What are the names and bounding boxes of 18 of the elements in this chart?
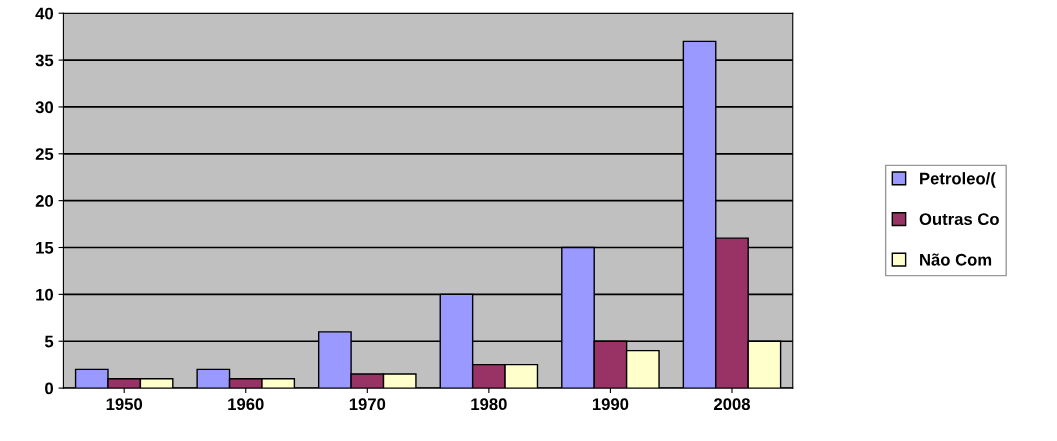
x-tick-label: 1980 <box>471 398 507 411</box>
y-tick-label: 30 <box>35 101 54 114</box>
legend-label: Petroleo/( <box>920 172 996 188</box>
y-tick-label: 0 <box>45 382 54 395</box>
x-tick-label: 1950 <box>106 398 143 411</box>
legend-label: Outras Co <box>919 213 999 226</box>
y-tick-label: 10 <box>36 288 54 301</box>
y-tick-label: 40 <box>35 7 54 20</box>
y-tick-label: 15 <box>36 242 54 254</box>
x-tick-label: 1970 <box>349 398 386 411</box>
y-tick-label: 5 <box>44 335 54 348</box>
y-tick-label: 20 <box>35 195 54 207</box>
x-tick-label: 1960 <box>228 398 264 411</box>
legend-label: Não Com <box>920 253 992 266</box>
x-tick-label: 2008 <box>714 398 750 411</box>
y-tick-label: 25 <box>35 148 54 160</box>
y-tick-label: 35 <box>35 54 54 67</box>
x-tick-label: 1990 <box>592 398 629 411</box>
